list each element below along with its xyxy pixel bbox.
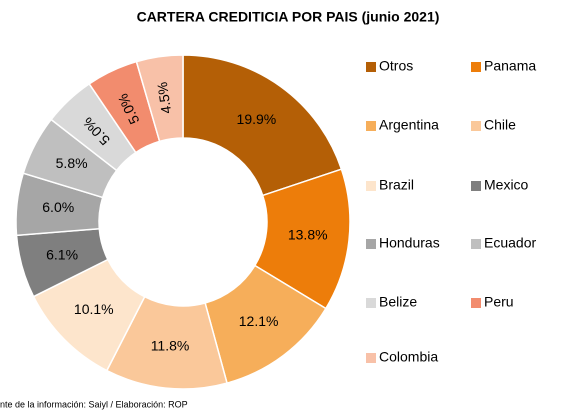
- legend-swatch: [471, 62, 481, 72]
- data-label: 6.1%: [46, 246, 78, 262]
- legend-label: Otros: [379, 58, 413, 74]
- legend-label: Chile: [484, 117, 516, 133]
- legend-swatch: [366, 353, 376, 363]
- data-label: 4.5%: [154, 81, 174, 115]
- source-note: nte de la información: Saiyl / Elaboraci…: [0, 399, 188, 409]
- donut-slice: [182, 54, 343, 197]
- chart-title: CARTERA CREDITICIA POR PAIS (junio 2021): [137, 9, 440, 25]
- data-label: 11.8%: [151, 338, 190, 354]
- legend-swatch: [366, 239, 376, 249]
- data-label: 13.8%: [288, 227, 328, 243]
- data-label: 19.9%: [237, 111, 277, 127]
- data-label: 6.0%: [42, 199, 74, 215]
- donut-slice: [135, 54, 184, 143]
- data-label: 12.1%: [239, 313, 279, 329]
- legend-swatch: [471, 121, 481, 131]
- legend-label: Ecuador: [484, 235, 536, 251]
- legend-label: Belize: [379, 294, 417, 310]
- legend-label: Honduras: [379, 235, 440, 251]
- data-label: 5.8%: [56, 155, 88, 171]
- legend-swatch: [366, 298, 376, 308]
- legend-label: Argentina: [379, 117, 439, 133]
- legend-swatch: [471, 239, 481, 249]
- data-label: 10.1%: [74, 301, 114, 317]
- legend-label: Mexico: [484, 177, 529, 193]
- legend-label: Panama: [484, 58, 536, 74]
- legend-swatch: [366, 62, 376, 72]
- legend-label: Colombia: [379, 349, 438, 365]
- legend-swatch: [471, 181, 481, 191]
- legend-label: Brazil: [379, 177, 414, 193]
- legend-label: Peru: [484, 294, 514, 310]
- legend-swatch: [366, 181, 376, 191]
- legend-swatch: [471, 298, 481, 308]
- legend-swatch: [366, 121, 376, 131]
